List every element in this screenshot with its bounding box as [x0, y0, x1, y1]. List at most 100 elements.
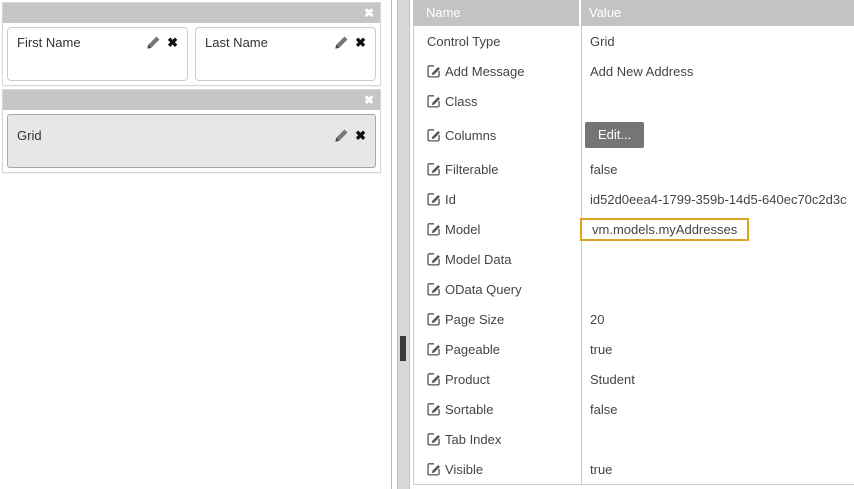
- property-name: Columns: [445, 127, 497, 143]
- property-row[interactable]: Control Type Grid: [414, 26, 854, 56]
- edit-field-icon[interactable]: [427, 342, 441, 356]
- property-name-cell: Product: [414, 364, 581, 394]
- property-value-cell: vm.models.myAddresses: [580, 214, 854, 244]
- widget-grid[interactable]: Grid ✖: [7, 114, 376, 168]
- property-row[interactable]: Product Student: [414, 364, 854, 394]
- edit-field-icon[interactable]: [427, 462, 441, 476]
- edit-field-icon[interactable]: [427, 312, 441, 326]
- properties-header: Name Value: [413, 0, 854, 26]
- property-name-cell: Sortable: [414, 394, 581, 424]
- section-header[interactable]: ✖: [3, 3, 380, 23]
- property-name-cell: Control Type: [414, 26, 581, 56]
- close-icon[interactable]: ✖: [363, 6, 374, 20]
- field-label: First Name: [17, 35, 81, 50]
- property-value: true: [590, 341, 613, 357]
- edit-field-icon[interactable]: [427, 222, 441, 236]
- property-value-cell: false: [581, 154, 854, 184]
- property-value: Grid: [590, 33, 615, 49]
- property-value: true: [590, 461, 613, 477]
- property-name: Page Size: [445, 311, 505, 327]
- property-name: Filterable: [445, 161, 499, 177]
- property-row[interactable]: Class: [414, 86, 854, 116]
- property-value: Add New Address: [590, 63, 694, 79]
- splitter-drag-handle[interactable]: [400, 336, 406, 361]
- field-last-name[interactable]: Last Name ✖: [195, 27, 376, 81]
- property-value-cell: [581, 86, 854, 116]
- property-row[interactable]: Model Data: [414, 244, 854, 274]
- property-row[interactable]: Page Size 20: [414, 304, 854, 334]
- property-value-cell: true: [581, 334, 854, 364]
- property-name-cell: Visible: [414, 454, 581, 484]
- property-name: Pageable: [445, 341, 500, 357]
- property-row[interactable]: Add Message Add New Address: [414, 56, 854, 86]
- property-name: Model Data: [445, 251, 512, 267]
- property-value: false: [590, 401, 618, 417]
- property-name-cell: Tab Index: [414, 424, 581, 454]
- edit-field-icon[interactable]: [427, 432, 441, 446]
- field-icons: ✖: [146, 35, 178, 50]
- property-name: Product: [445, 371, 490, 387]
- edit-field-icon[interactable]: [427, 192, 441, 206]
- property-name-cell: OData Query: [414, 274, 581, 304]
- property-row[interactable]: Filterable false: [414, 154, 854, 184]
- form-section-names: ✖ First Name ✖ Last Name: [2, 2, 381, 86]
- close-icon[interactable]: ✖: [363, 93, 374, 107]
- property-value: id52d0eea4-1799-359b-14d5-640ec70c2d3c: [590, 191, 847, 207]
- property-name: Visible: [445, 461, 484, 477]
- section-body: Grid ✖: [3, 110, 380, 172]
- edit-field-icon[interactable]: [427, 94, 441, 108]
- property-name-cell: Pageable: [414, 334, 581, 364]
- property-value-cell: [581, 244, 854, 274]
- field-icons: ✖: [334, 128, 366, 143]
- property-name-cell: Id: [414, 184, 581, 214]
- field-first-name[interactable]: First Name ✖: [7, 27, 188, 81]
- property-row[interactable]: Pageable true: [414, 334, 854, 364]
- panel-splitter[interactable]: [397, 0, 410, 489]
- property-value-cell: false: [581, 394, 854, 424]
- property-name-cell: Columns: [414, 116, 581, 154]
- edit-pencil-icon[interactable]: [146, 35, 161, 50]
- property-value-cell: true: [581, 454, 854, 484]
- edit-pencil-icon[interactable]: [334, 35, 349, 50]
- property-row[interactable]: Columns Edit... Edit...: [414, 116, 854, 154]
- edit-field-icon[interactable]: [427, 128, 441, 142]
- property-row[interactable]: OData Query: [414, 274, 854, 304]
- edit-field-icon[interactable]: [427, 252, 441, 266]
- property-name: Id: [445, 191, 456, 207]
- property-row[interactable]: Id id52d0eea4-1799-359b-14d5-640ec70c2d3…: [414, 184, 854, 214]
- property-row[interactable]: Visible true: [414, 454, 854, 484]
- delete-icon[interactable]: ✖: [355, 35, 366, 50]
- field-label: Grid: [17, 128, 42, 143]
- edit-field-icon[interactable]: [427, 162, 441, 176]
- edit-field-icon[interactable]: [427, 282, 441, 296]
- property-value: Student: [590, 371, 635, 387]
- field-label: Last Name: [205, 35, 268, 50]
- properties-panel: Name Value Control Type Grid: [413, 0, 854, 485]
- edit-pencil-icon[interactable]: [334, 128, 349, 143]
- section-header[interactable]: ✖: [3, 90, 380, 110]
- column-header-value: Value: [581, 0, 854, 26]
- property-name-cell: Model: [414, 214, 581, 244]
- delete-icon[interactable]: ✖: [355, 128, 366, 143]
- property-name: Model: [445, 221, 481, 237]
- property-name-cell: Class: [414, 86, 581, 116]
- edit-field-icon[interactable]: [427, 372, 441, 386]
- property-name: Class: [445, 93, 478, 109]
- property-name: Add Message: [445, 63, 525, 79]
- property-row[interactable]: Sortable false: [414, 394, 854, 424]
- property-name-cell: Add Message: [414, 56, 581, 86]
- form-designer-canvas: ✖ First Name ✖ Last Name: [2, 2, 381, 176]
- columns-edit-button[interactable]: Edit...: [585, 122, 645, 148]
- column-header-name: Name: [413, 0, 579, 26]
- property-name: OData Query: [445, 281, 522, 297]
- section-body: First Name ✖ Last Name ✖: [3, 23, 380, 85]
- property-value-cell: [581, 274, 854, 304]
- property-row[interactable]: Tab Index: [414, 424, 854, 454]
- property-row[interactable]: Model vm.models.myAddresses: [414, 214, 854, 244]
- property-name: Control Type: [427, 33, 501, 49]
- delete-icon[interactable]: ✖: [167, 35, 178, 50]
- property-name: Tab Index: [445, 431, 502, 447]
- edit-field-icon[interactable]: [427, 64, 441, 78]
- edit-field-icon[interactable]: [427, 402, 441, 416]
